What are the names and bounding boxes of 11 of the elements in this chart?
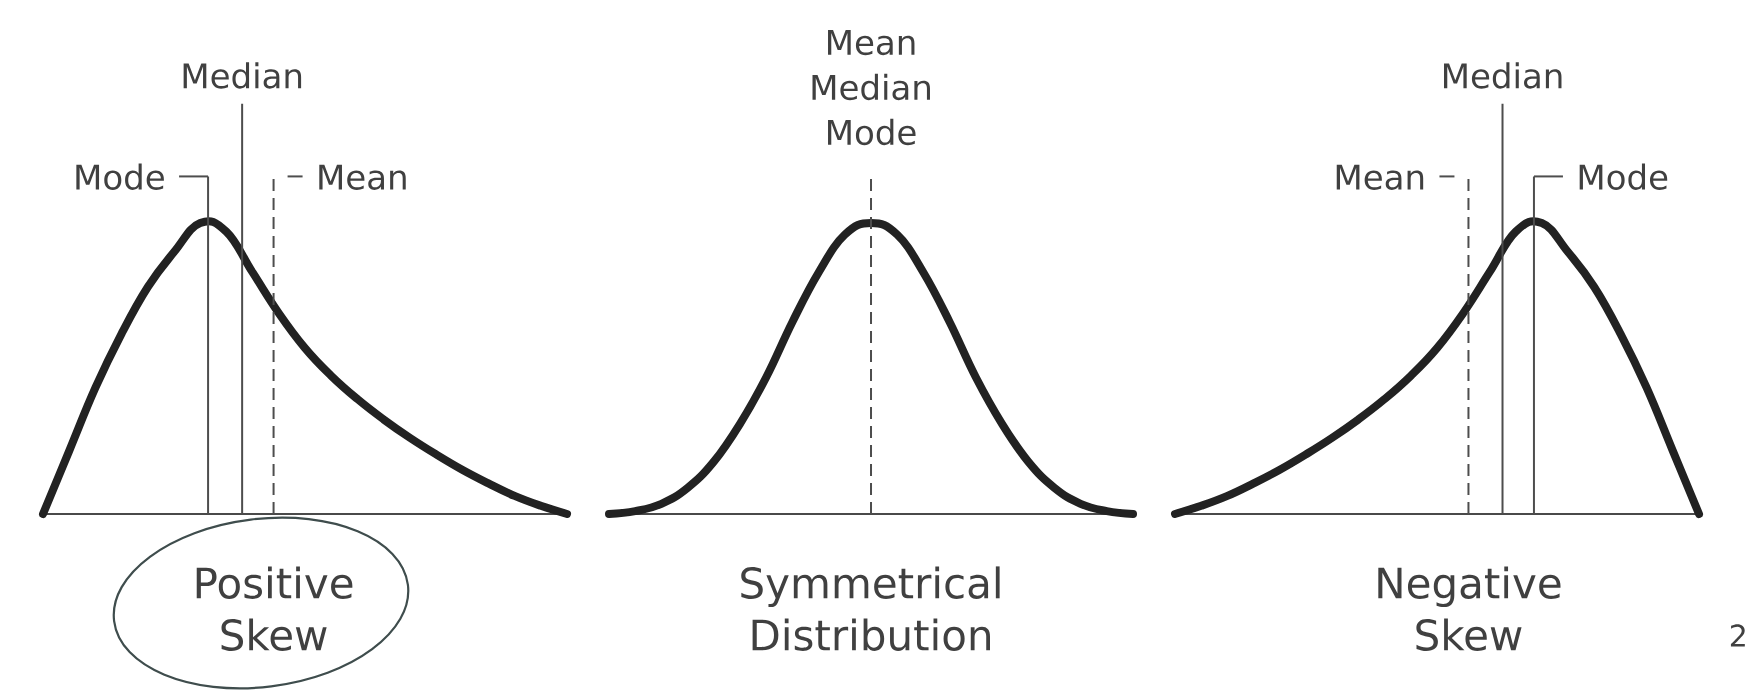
x-axis-title: Negative Skew [1378, 566, 1561, 651]
x-axis-title: Positive Skew [196, 566, 353, 651]
text: Mode [76, 163, 164, 190]
text: Median [1444, 62, 1562, 89]
x-axis-title: Symmetrical Distribution [741, 566, 1000, 651]
text: 2 [1730, 624, 1745, 647]
text: Mean [319, 164, 406, 190]
text: Mean [1336, 164, 1424, 190]
text: Mode [1579, 163, 1668, 190]
text: Median [183, 62, 302, 89]
text: Mean Median Mode [812, 29, 930, 146]
